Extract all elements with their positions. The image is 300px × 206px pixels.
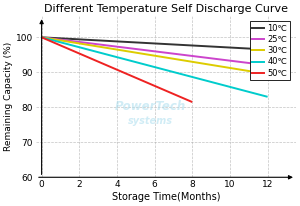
Legend: 10℃, 25℃, 30℃, 40℃, 50℃: 10℃, 25℃, 30℃, 40℃, 50℃: [250, 21, 290, 81]
X-axis label: Storage Time(Months): Storage Time(Months): [112, 192, 220, 202]
Text: PowerTech: PowerTech: [115, 100, 186, 113]
Title: Different Temperature Self Discharge Curve: Different Temperature Self Discharge Cur…: [44, 4, 288, 14]
Y-axis label: Remaining Capacity (%): Remaining Capacity (%): [4, 42, 13, 151]
Text: systems: systems: [128, 116, 173, 126]
